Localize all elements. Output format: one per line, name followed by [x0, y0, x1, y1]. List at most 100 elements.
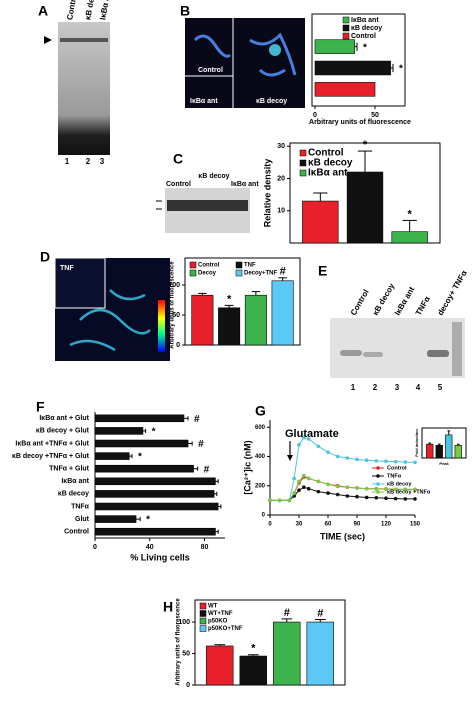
bar [94, 502, 219, 511]
x-tick-label: 50 [371, 112, 379, 119]
lane-label: κB decoy [198, 173, 229, 180]
series-marker [393, 459, 398, 464]
panel-letter: G [255, 403, 266, 419]
series-marker [345, 494, 350, 498]
significance-mark: # [280, 266, 286, 278]
plot-frame [184, 257, 301, 346]
panel-letter: F [36, 399, 45, 415]
significance-mark: # [284, 607, 290, 619]
panel-letter: E [318, 263, 327, 279]
series-marker [302, 485, 306, 490]
legend-swatch [199, 602, 207, 610]
image-label: κB decoy [256, 98, 287, 105]
panel-letter: H [163, 599, 173, 615]
y-tick-label: 20 [277, 175, 285, 182]
x-tick-label: 150 [410, 522, 421, 528]
legend-label: κB decoy +TNFα [387, 489, 431, 495]
series-marker [345, 456, 350, 460]
bar [346, 171, 384, 244]
series-marker [374, 495, 379, 500]
gel-band [60, 38, 108, 42]
y-tick-label: 50 [172, 312, 180, 319]
lane-label: decoy+ TNFα [436, 269, 469, 317]
legend-label: Control [308, 148, 344, 159]
image-label: Control [198, 67, 223, 74]
series-marker [316, 489, 321, 494]
cell-shape [269, 44, 281, 56]
x-axis-label: Arbitrary units of fluorescence [309, 119, 411, 126]
bar [94, 439, 189, 448]
bar [314, 82, 376, 97]
series-marker [364, 486, 369, 491]
series-marker [393, 487, 398, 492]
legend-marker [376, 466, 380, 470]
plot-frame [194, 599, 346, 686]
cell-shape [193, 32, 297, 77]
legend-marker [376, 474, 380, 478]
bar [94, 464, 194, 473]
legend-marker [376, 490, 380, 494]
series-marker [326, 491, 330, 495]
significance-mark: # [194, 414, 200, 425]
lane-label: κB decoy [83, 0, 98, 21]
panel-letter: D [40, 249, 50, 265]
legend-label: WT [208, 604, 218, 610]
legend-label: p50KO+TNF [208, 626, 243, 632]
bar [314, 60, 391, 76]
bar [191, 294, 214, 346]
series-marker [268, 498, 272, 503]
gel-band [363, 352, 383, 357]
y-tick-label: 400 [255, 454, 266, 460]
significance-mark: * [363, 42, 367, 53]
panel-letter: A [38, 3, 48, 19]
bar [94, 452, 130, 460]
series-marker [297, 479, 301, 484]
legend-swatch [299, 169, 307, 177]
cell-shape [69, 289, 151, 352]
series-marker [306, 486, 311, 491]
bar [94, 414, 185, 423]
series-marker [413, 497, 417, 501]
series-marker [403, 460, 408, 464]
arrowhead [44, 36, 52, 44]
series-marker [355, 494, 359, 499]
y-axis-label: Arbitrary units of fluorescence [170, 261, 176, 349]
legend-swatch [199, 617, 207, 625]
bar [94, 515, 137, 523]
series-marker [345, 485, 350, 490]
bar [94, 477, 216, 486]
image-inset [54, 257, 106, 309]
x-tick-label: 90 [354, 522, 361, 528]
bar [426, 443, 434, 459]
y-axis-label: Fold induction [414, 429, 419, 457]
series-marker [403, 497, 408, 501]
bar [454, 445, 462, 459]
gel-band [340, 350, 362, 356]
series-marker [297, 488, 301, 492]
lane-label: Control [166, 181, 191, 188]
bar [244, 294, 267, 346]
series-marker [277, 498, 282, 503]
significance-mark: * [251, 643, 256, 655]
legend-label: Decoy+TNF [244, 271, 278, 277]
lane-number: 3 [100, 157, 105, 166]
color-scale [158, 300, 165, 352]
category-label: κB decoy + Glut [36, 428, 90, 435]
x-tick-label: 120 [381, 522, 392, 528]
legend-label: κB decoy [351, 25, 382, 32]
y-axis-label: Arbitrary units of fluorescence [176, 598, 182, 686]
legend-label: Control [351, 33, 376, 40]
legend-swatch [342, 24, 350, 32]
series-marker [316, 479, 321, 484]
y-axis-label: Relative density [262, 159, 272, 228]
series-marker [335, 492, 340, 497]
lane-number: 2 [373, 383, 378, 392]
series-marker [374, 487, 379, 491]
legend-label: Control [387, 465, 407, 471]
category-label: κB decoy [58, 491, 89, 498]
y-tick-label: 0 [176, 342, 180, 349]
series-marker [403, 487, 408, 492]
series-marker [355, 486, 359, 490]
y-tick-label: 100 [168, 282, 180, 289]
